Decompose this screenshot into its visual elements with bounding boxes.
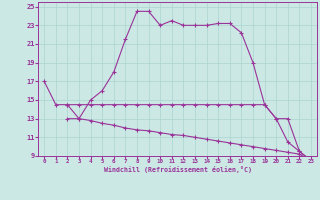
X-axis label: Windchill (Refroidissement éolien,°C): Windchill (Refroidissement éolien,°C) xyxy=(104,166,252,173)
